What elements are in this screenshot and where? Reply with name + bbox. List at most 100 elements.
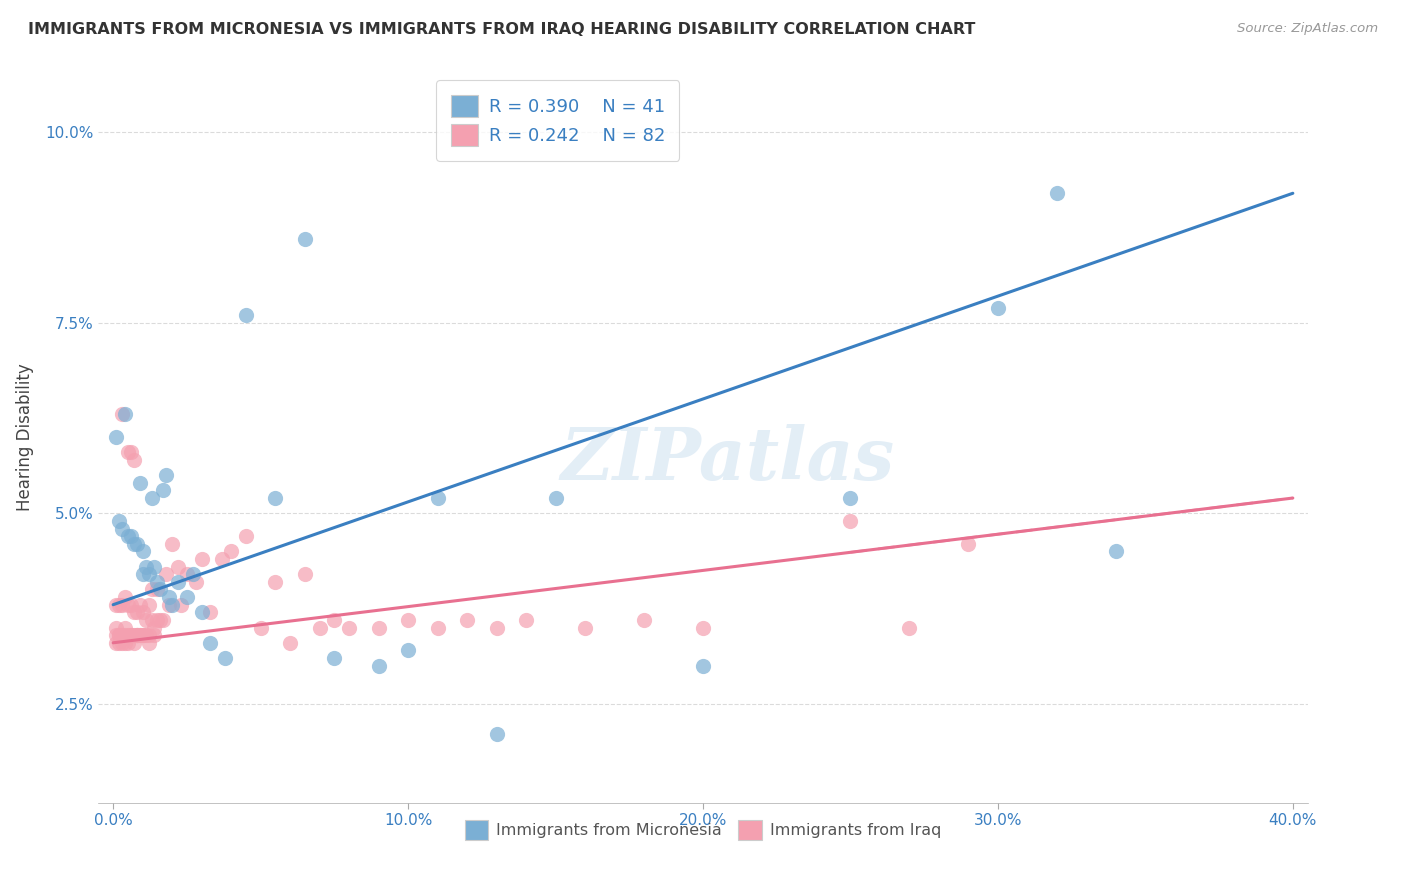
Text: Source: ZipAtlas.com: Source: ZipAtlas.com (1237, 22, 1378, 36)
Point (128, 475, 150, 490)
Point (456, 613, 478, 627)
Point (117, 628, 139, 642)
Point (633, 613, 655, 627)
Point (157, 598, 180, 612)
Point (987, 301, 1010, 315)
Point (485, 621, 508, 635)
Point (176, 567, 198, 582)
Text: ZIPatlas: ZIPatlas (560, 424, 894, 494)
Point (120, 529, 142, 543)
Point (160, 537, 183, 551)
Point (114, 621, 136, 635)
Point (141, 613, 163, 627)
Point (155, 567, 177, 582)
Point (278, 636, 301, 650)
Point (323, 651, 346, 665)
Point (214, 651, 236, 665)
Point (141, 582, 163, 597)
Point (396, 613, 419, 627)
Point (190, 605, 212, 619)
Point (692, 621, 714, 635)
Point (294, 567, 316, 582)
Point (396, 643, 419, 657)
Point (149, 582, 172, 597)
Point (152, 483, 174, 498)
Point (111, 407, 134, 421)
Point (131, 544, 153, 558)
Point (367, 658, 389, 673)
Point (898, 621, 921, 635)
Point (264, 491, 287, 505)
Point (141, 491, 163, 505)
Point (146, 574, 169, 589)
Point (367, 621, 389, 635)
Point (125, 628, 148, 642)
Point (111, 521, 134, 535)
Point (426, 621, 449, 635)
Point (1105, 544, 1128, 558)
Point (125, 628, 148, 642)
Point (143, 559, 166, 574)
Point (426, 491, 449, 505)
Point (181, 567, 204, 582)
Point (122, 453, 145, 467)
Point (105, 636, 128, 650)
Point (120, 445, 142, 459)
Point (128, 628, 150, 642)
Point (574, 621, 596, 635)
Point (337, 621, 360, 635)
Point (190, 552, 212, 566)
Point (170, 598, 193, 612)
Point (120, 628, 142, 642)
Point (839, 514, 862, 528)
Point (515, 613, 537, 627)
Point (155, 468, 177, 483)
Point (235, 308, 257, 322)
Point (114, 590, 136, 604)
Point (308, 621, 330, 635)
Point (120, 598, 142, 612)
Point (117, 445, 139, 459)
Point (117, 636, 139, 650)
Point (294, 232, 316, 246)
Point (143, 621, 166, 635)
Point (138, 636, 160, 650)
Point (957, 537, 980, 551)
Point (176, 590, 198, 604)
Point (108, 598, 131, 612)
Point (692, 658, 714, 673)
Point (167, 559, 190, 574)
Point (122, 628, 145, 642)
Point (211, 552, 233, 566)
Point (160, 598, 183, 612)
Point (117, 598, 139, 612)
Point (138, 628, 160, 642)
Point (138, 598, 160, 612)
Point (200, 636, 222, 650)
Point (138, 567, 160, 582)
Point (135, 628, 157, 642)
Point (249, 621, 271, 635)
Point (219, 544, 242, 558)
Point (128, 598, 150, 612)
Point (105, 621, 128, 635)
Point (167, 574, 190, 589)
Point (323, 613, 346, 627)
Point (1046, 186, 1069, 201)
Point (117, 529, 139, 543)
Point (114, 636, 136, 650)
Point (114, 407, 136, 421)
Point (143, 628, 166, 642)
Point (108, 636, 131, 650)
Point (544, 491, 567, 505)
Point (111, 636, 134, 650)
Point (146, 582, 169, 597)
Point (131, 605, 153, 619)
Point (157, 590, 180, 604)
Point (125, 628, 148, 642)
Point (122, 537, 145, 551)
Point (135, 613, 157, 627)
Point (152, 613, 174, 627)
Point (235, 529, 257, 543)
Point (125, 605, 148, 619)
